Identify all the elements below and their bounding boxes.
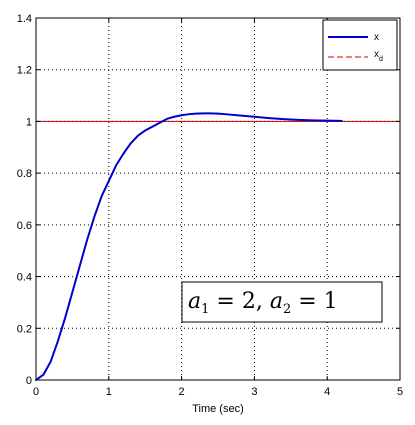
a1-equals: = 2, bbox=[209, 289, 269, 314]
ticks: 0 1 2 3 4 5 0 0.2 0.4 0.6 0.8 1 1.2 1.4 bbox=[17, 13, 403, 398]
a2-subscript: 2 bbox=[283, 302, 291, 317]
a2-equals: = 1 bbox=[291, 289, 337, 314]
x-tick-label: 4 bbox=[324, 386, 330, 398]
legend-label-x-main: x bbox=[374, 32, 379, 43]
y-tick-label: 0 bbox=[26, 375, 32, 387]
y-tick-label: 1.4 bbox=[17, 13, 32, 25]
grid bbox=[36, 18, 400, 380]
x-axis-label: Time (sec) bbox=[192, 403, 244, 415]
y-tick-label: 1.2 bbox=[17, 65, 32, 77]
legend: x xd bbox=[322, 19, 398, 71]
x-tick-label: 5 bbox=[397, 386, 403, 398]
x-tick-label: 2 bbox=[179, 386, 185, 398]
x-tick-label: 1 bbox=[106, 386, 112, 398]
a1-symbol: a bbox=[188, 289, 201, 314]
legend-label-x: x bbox=[374, 32, 379, 43]
series-group bbox=[35, 112, 401, 381]
y-tick-label: 1 bbox=[26, 116, 32, 128]
legend-box bbox=[322, 19, 398, 71]
y-tick-label: 0.2 bbox=[17, 323, 32, 335]
a1-subscript: 1 bbox=[201, 302, 209, 317]
legend-label-xd-sub: d bbox=[379, 56, 383, 63]
parameter-annotation: a1 = 2, a2 = 1 bbox=[181, 281, 383, 323]
axes-frame bbox=[35, 17, 401, 381]
annotation-text: a1 = 2, a2 = 1 bbox=[188, 289, 338, 317]
y-tick-label: 0.4 bbox=[17, 272, 32, 284]
annotation-box bbox=[181, 281, 383, 323]
y-tick-label: 0.8 bbox=[17, 168, 32, 180]
y-tick-label: 0.6 bbox=[17, 220, 32, 232]
legend-label-xd-main: x bbox=[374, 49, 379, 60]
legend-label-xd: xd bbox=[374, 49, 383, 63]
x-tick-label: 0 bbox=[33, 386, 39, 398]
x-tick-label: 3 bbox=[251, 386, 257, 398]
series-line-x bbox=[35, 112, 343, 381]
a2-symbol: a bbox=[270, 289, 283, 314]
axes-background bbox=[36, 18, 400, 380]
